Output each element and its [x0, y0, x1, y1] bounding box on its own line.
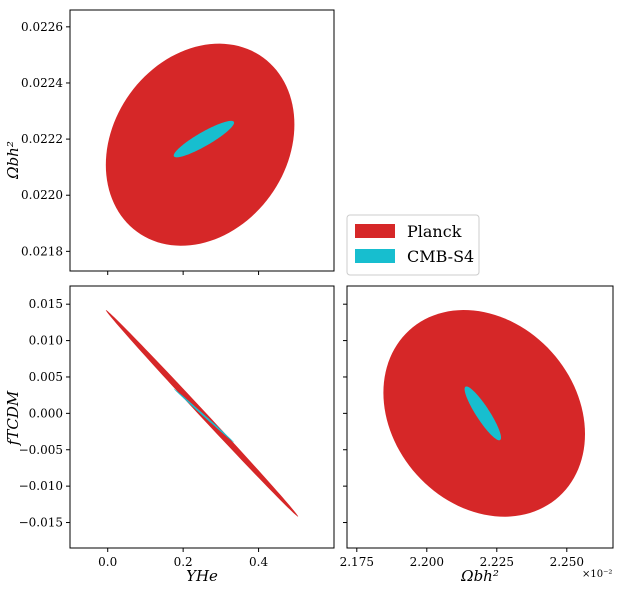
- bottom-left-xtick-label: 0.4: [249, 555, 268, 569]
- top-left-ellipses: [105, 43, 295, 246]
- bottom-left-xlabel: YHe: [186, 567, 218, 585]
- bottom-left-ytick-label: −0.005: [19, 443, 63, 457]
- top-left-ylabel: Ωbh²: [4, 141, 22, 180]
- top-left-ytick-label: 0.0226: [21, 20, 63, 34]
- bottom-left-ytick-label: −0.010: [19, 479, 63, 493]
- bottom-left-xtick-label: 0.0: [98, 555, 117, 569]
- bottom-left-ytick-label: 0.015: [29, 297, 63, 311]
- bottom-right-xtick-label: 2.200: [410, 555, 444, 569]
- top-left-ytick-label: 0.0222: [21, 132, 63, 146]
- bottom-left-xtick-label: 0.2: [174, 555, 193, 569]
- top-left-ytick-label: 0.0218: [21, 244, 63, 258]
- top-left-ytick-label: 0.0224: [21, 76, 63, 90]
- bottom-right-frame: [346, 285, 614, 549]
- bottom-right-ellipse-cmb-s4: [464, 386, 501, 441]
- top-left-frame: [69, 9, 335, 272]
- bottom-right-xtick-label: 2.250: [550, 555, 584, 569]
- x-offset-label: ×10⁻²: [582, 569, 612, 580]
- bottom-right-xtick-label: 2.225: [480, 555, 514, 569]
- bottom-left-frame: [69, 285, 335, 549]
- legend-swatch-cmb-s4: [355, 249, 395, 263]
- bottom-right-xlabel: Ωbh²: [460, 567, 499, 585]
- bottom-left-ellipse-cmb-s4: [173, 388, 235, 443]
- legend-label-cmb-s4: CMB-S4: [407, 247, 474, 266]
- bottom-left-ytick-label: 0.000: [29, 406, 63, 420]
- bottom-right-ellipses: [383, 310, 585, 517]
- bottom-left-ylabel: fTCDM: [4, 390, 22, 446]
- top-left-ellipse-cmb-s4: [173, 120, 235, 158]
- bottom-right-panel: 2.175 2.200 2.225 2.250: [340, 285, 614, 569]
- bottom-left-ellipses: [105, 310, 299, 517]
- top-left-panel: 0.0218 0.0220 0.0222 0.0224 0.0226: [21, 9, 335, 275]
- legend-swatch-planck: [355, 224, 395, 238]
- bottom-left-ytick-label: 0.010: [29, 334, 63, 348]
- legend-label-planck: Planck: [407, 222, 462, 241]
- bottom-left-panel: 0.0 0.2 0.4 0.015 0.010 0.005 0.000 −0.005 −0.01…: [19, 285, 335, 569]
- legend: Planck CMB-S4: [346, 214, 480, 276]
- bottom-left-ytick-label: 0.005: [29, 370, 63, 384]
- bottom-left-ytick-label: −0.015: [19, 516, 63, 530]
- bottom-right-xtick-label: 2.175: [340, 555, 374, 569]
- top-left-ytick-label: 0.0220: [21, 188, 63, 202]
